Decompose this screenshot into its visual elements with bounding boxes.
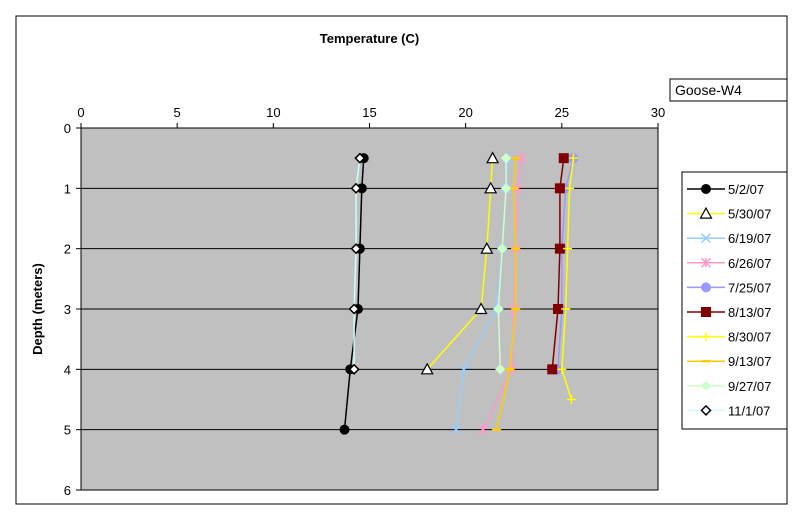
x-tick-label: 30 bbox=[651, 105, 665, 120]
legend-label: 11/1/07 bbox=[728, 403, 770, 418]
series-9-13-07 bbox=[491, 156, 521, 431]
site-label-box bbox=[669, 78, 788, 102]
data-point bbox=[561, 304, 571, 314]
data-point bbox=[700, 404, 712, 416]
data-point bbox=[700, 233, 712, 244]
data-point bbox=[558, 153, 569, 164]
data-point bbox=[420, 362, 434, 375]
legend-item: 9/13/07 bbox=[687, 354, 771, 369]
legend-label: 5/2/07 bbox=[728, 182, 764, 197]
data-point bbox=[701, 282, 711, 293]
data-point bbox=[554, 243, 565, 254]
data-point bbox=[516, 153, 527, 164]
legend-label: 8/30/07 bbox=[728, 330, 771, 345]
data-point bbox=[339, 424, 350, 435]
y-axis-title: Depth (meters) bbox=[30, 263, 45, 355]
data-point bbox=[350, 243, 362, 255]
y-tick-label: 4 bbox=[64, 362, 71, 377]
data-point bbox=[500, 183, 512, 194]
data-point bbox=[547, 364, 558, 375]
y-tick-label: 2 bbox=[64, 242, 71, 257]
legend-label: 6/19/07 bbox=[728, 231, 771, 246]
y-tick-label: 3 bbox=[64, 302, 71, 317]
x-tick-label: 10 bbox=[266, 105, 280, 120]
data-point bbox=[458, 364, 469, 375]
data-point bbox=[700, 380, 712, 392]
y-tick-label: 0 bbox=[64, 121, 71, 136]
data-point bbox=[500, 152, 512, 164]
series-8-30-07 bbox=[557, 153, 578, 404]
data-point bbox=[480, 241, 494, 254]
data-point bbox=[565, 183, 575, 193]
data-point bbox=[477, 424, 489, 435]
data-point bbox=[497, 243, 508, 254]
legend-item: 5/30/07 bbox=[687, 207, 771, 222]
legend-item: 8/30/07 bbox=[687, 330, 771, 345]
legend-label: 9/13/07 bbox=[728, 354, 771, 369]
x-tick-label: 0 bbox=[77, 105, 84, 120]
y-tick-label: 5 bbox=[64, 423, 71, 438]
data-point bbox=[493, 303, 504, 315]
x-tick-label: 20 bbox=[458, 105, 472, 120]
data-point bbox=[554, 183, 565, 194]
series-8-13-07 bbox=[547, 153, 569, 375]
legend-label: 8/13/07 bbox=[728, 305, 771, 320]
legend-item: 7/25/07 bbox=[687, 280, 771, 295]
x-tick-label: 15 bbox=[362, 105, 376, 120]
series-line bbox=[561, 158, 575, 400]
data-point bbox=[495, 364, 506, 375]
data-point bbox=[451, 424, 462, 435]
legend-item: 8/13/07 bbox=[687, 305, 771, 320]
y-tick-label: 6 bbox=[64, 483, 71, 498]
legend-item: 6/26/07 bbox=[687, 256, 771, 271]
y-tick-label: 1 bbox=[64, 181, 71, 196]
series-5-30-07 bbox=[420, 151, 500, 375]
data-point bbox=[699, 206, 713, 219]
data-point bbox=[701, 332, 711, 342]
data-point bbox=[348, 303, 360, 315]
data-point bbox=[568, 153, 578, 163]
x-tick-label: 5 bbox=[174, 105, 181, 120]
series-9-27-07 bbox=[493, 152, 512, 375]
legend-item: 6/19/07 bbox=[687, 231, 771, 246]
data-point bbox=[701, 307, 711, 317]
data-point bbox=[701, 184, 711, 194]
legend-item: 9/27/07 bbox=[687, 379, 771, 394]
legend-item: 5/2/07 bbox=[687, 182, 764, 197]
data-point bbox=[552, 304, 563, 314]
data-point bbox=[486, 151, 500, 164]
series-line bbox=[343, 158, 365, 430]
x-tick-label: 25 bbox=[555, 105, 569, 120]
site-label: Goose-W4 bbox=[675, 82, 742, 98]
series-line bbox=[495, 158, 517, 430]
data-point bbox=[350, 182, 362, 194]
legend-label: 6/26/07 bbox=[728, 256, 771, 271]
series-11-1-07 bbox=[348, 152, 366, 375]
legend-item: 11/1/07 bbox=[687, 403, 770, 418]
data-point bbox=[563, 244, 573, 254]
data-point bbox=[557, 364, 567, 374]
data-point bbox=[700, 257, 712, 268]
legend bbox=[681, 171, 788, 430]
legend-label: 5/30/07 bbox=[728, 207, 771, 222]
legend-label: 7/25/07 bbox=[728, 280, 771, 295]
data-point bbox=[348, 363, 360, 375]
data-point bbox=[484, 181, 498, 194]
x-axis-title: Temperature (C) bbox=[320, 31, 419, 46]
data-point bbox=[354, 152, 366, 164]
data-point bbox=[474, 302, 488, 315]
legend-label: 9/27/07 bbox=[728, 379, 771, 394]
data-point bbox=[566, 395, 576, 404]
